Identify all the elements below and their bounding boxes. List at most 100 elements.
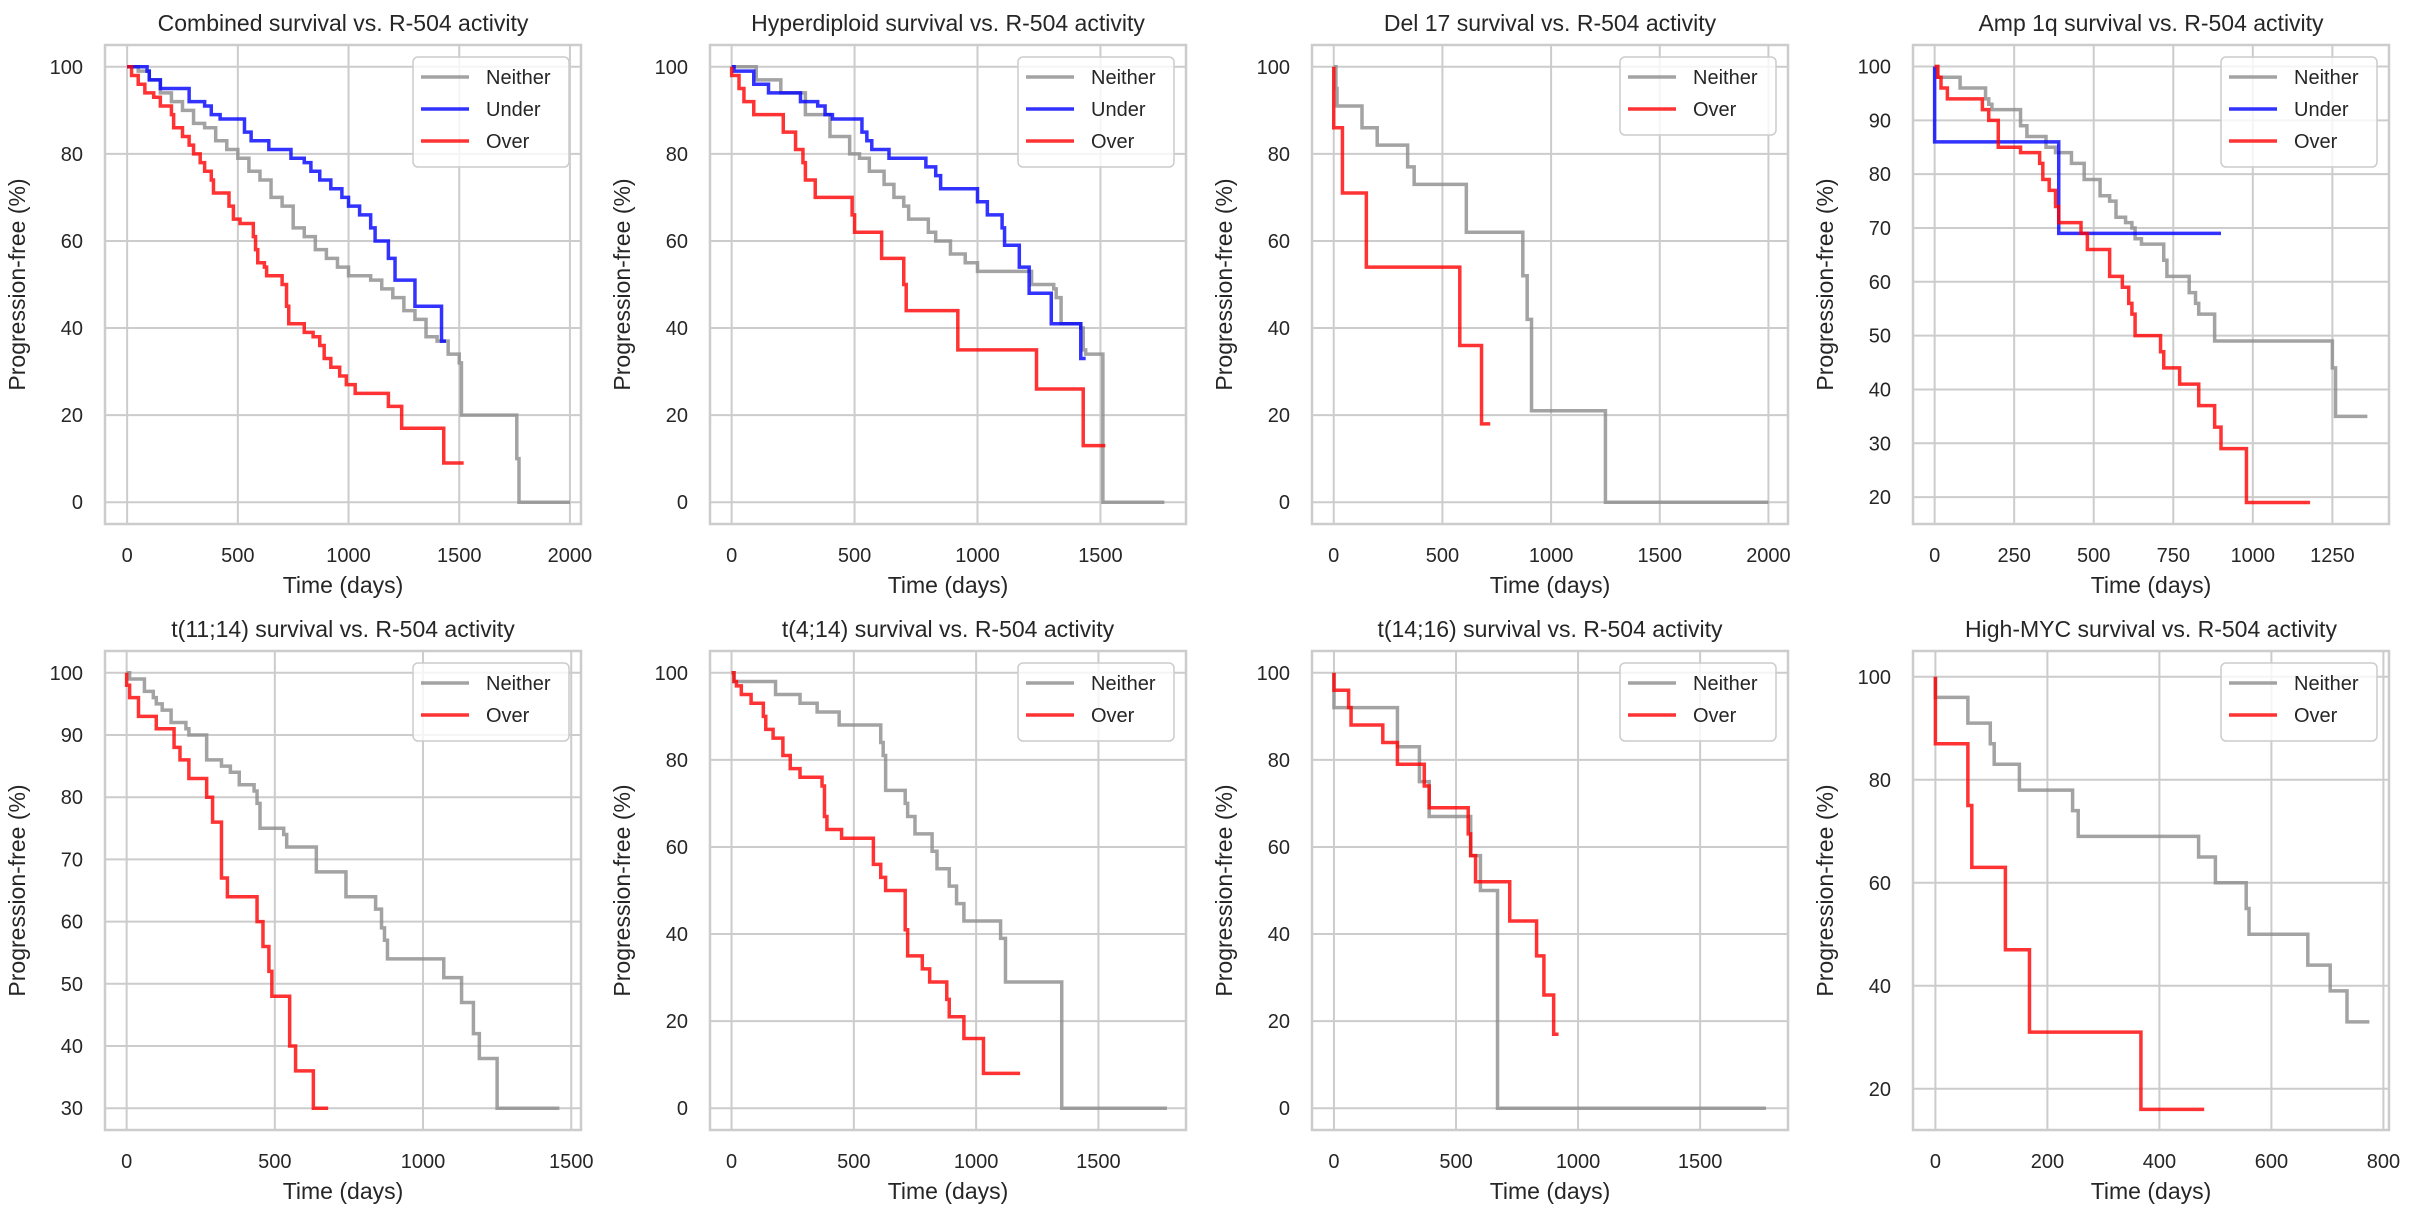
series-line-over bbox=[729, 66, 1106, 448]
y-tick-label: 0 bbox=[1279, 492, 1290, 514]
legend-label: Neither bbox=[2294, 673, 2359, 695]
legend-label: Neither bbox=[2294, 67, 2359, 89]
y-tick-label: 40 bbox=[1268, 318, 1290, 340]
y-tick-label: 20 bbox=[1268, 405, 1290, 427]
y-tick-label: 80 bbox=[666, 144, 688, 166]
x-tick-label: 500 bbox=[838, 545, 871, 567]
y-tick-label: 100 bbox=[1858, 57, 1891, 79]
x-axis-label: Time (days) bbox=[888, 1178, 1009, 1204]
y-tick-label: 0 bbox=[677, 492, 688, 514]
legend: Neither Over bbox=[1619, 662, 1777, 742]
y-tick-label: 60 bbox=[1268, 837, 1290, 859]
x-tick-label: 500 bbox=[837, 1151, 870, 1173]
y-axis-label: Progression-free (%) bbox=[1812, 784, 1838, 996]
y-tick-label: 60 bbox=[61, 912, 83, 934]
series-line-over bbox=[127, 65, 464, 465]
y-tick-label: 100 bbox=[50, 57, 83, 79]
legend-label: Under bbox=[1091, 99, 1146, 121]
y-tick-label: 60 bbox=[61, 231, 83, 253]
x-tick-label: 0 bbox=[726, 545, 737, 567]
y-tick-label: 40 bbox=[1869, 976, 1891, 998]
legend-label: Over bbox=[2294, 705, 2338, 727]
series-line-over bbox=[124, 672, 329, 1110]
subplot-title: t(14;16) survival vs. R-504 activity bbox=[1377, 616, 1723, 642]
x-tick-label: 1500 bbox=[1678, 1151, 1723, 1173]
series-line-neither bbox=[127, 65, 570, 504]
y-tick-label: 80 bbox=[1268, 750, 1290, 772]
x-tick-label: 1000 bbox=[2231, 545, 2276, 567]
y-tick-label: 20 bbox=[666, 1011, 688, 1033]
series-line-under bbox=[127, 65, 446, 343]
legend-label: Under bbox=[486, 99, 541, 121]
y-tick-label: 100 bbox=[1858, 667, 1891, 689]
x-tick-label: 800 bbox=[2367, 1151, 2400, 1173]
y-tick-label: 0 bbox=[72, 492, 83, 514]
x-tick-label: 2000 bbox=[1746, 545, 1791, 567]
x-tick-label: 400 bbox=[2143, 1151, 2176, 1173]
y-tick-label: 0 bbox=[1279, 1098, 1290, 1120]
legend: Neither Under Over bbox=[2220, 56, 2378, 168]
x-tick-label: 0 bbox=[122, 545, 133, 567]
x-tick-label: 500 bbox=[2077, 545, 2110, 567]
y-tick-label: 100 bbox=[1257, 663, 1290, 685]
legend: Neither Over bbox=[1619, 56, 1777, 136]
legend-label: Over bbox=[1693, 99, 1737, 121]
axes-frame bbox=[1310, 43, 1790, 526]
x-tick-label: 600 bbox=[2255, 1151, 2288, 1173]
y-tick-label: 40 bbox=[666, 924, 688, 946]
y-tick-label: 100 bbox=[1257, 57, 1290, 79]
legend: Neither Under Over bbox=[1017, 56, 1175, 168]
x-axis-label: Time (days) bbox=[283, 572, 404, 598]
subplot-title: Combined survival vs. R-504 activity bbox=[158, 10, 529, 36]
y-axis-label: Progression-free (%) bbox=[1211, 784, 1237, 996]
y-tick-label: 100 bbox=[655, 57, 688, 79]
series-line-over bbox=[1332, 672, 1559, 1036]
y-tick-label: 80 bbox=[1869, 770, 1891, 792]
y-tick-label: 40 bbox=[1268, 924, 1290, 946]
subplot-6: 0 500 1000 1500 0 20 40 60 80 100 t(4;14) survival… bbox=[609, 616, 1188, 1204]
legend-label: Over bbox=[1091, 131, 1135, 153]
x-tick-label: 1250 bbox=[2310, 545, 2355, 567]
subplot-title: Amp 1q survival vs. R-504 activity bbox=[1978, 10, 2324, 36]
legend: Neither Over bbox=[2220, 662, 2378, 742]
x-tick-label: 750 bbox=[2157, 545, 2190, 567]
series-line-neither bbox=[731, 671, 1167, 1110]
axes-frame bbox=[103, 43, 583, 526]
legend: Neither Over bbox=[1017, 662, 1175, 742]
x-tick-label: 1500 bbox=[1638, 545, 1683, 567]
legend-label: Neither bbox=[1693, 67, 1758, 89]
legend-label: Neither bbox=[1693, 673, 1758, 695]
subplot-7: 0 500 1000 1500 0 20 40 60 80 100 t(14;16) surviva… bbox=[1211, 616, 1790, 1204]
x-tick-label: 2000 bbox=[548, 545, 593, 567]
series-line-neither bbox=[1933, 676, 2370, 1024]
x-tick-label: 0 bbox=[1328, 545, 1339, 567]
axes-frame bbox=[1310, 649, 1790, 1132]
axes-frame bbox=[708, 43, 1188, 526]
subplot-title: t(4;14) survival vs. R-504 activity bbox=[782, 616, 1115, 642]
y-tick-label: 60 bbox=[1268, 231, 1290, 253]
y-tick-label: 40 bbox=[61, 1036, 83, 1058]
legend-label: Under bbox=[2294, 99, 2349, 121]
x-axis-label: Time (days) bbox=[283, 1178, 404, 1204]
subplot-3: 0 500 1000 1500 2000 0 20 40 60 80 100 Del 17 survi… bbox=[1211, 10, 1791, 598]
y-tick-label: 70 bbox=[1869, 218, 1891, 240]
y-tick-label: 40 bbox=[1869, 379, 1891, 401]
x-tick-label: 1000 bbox=[1529, 545, 1574, 567]
y-tick-label: 70 bbox=[61, 849, 83, 871]
series-line-neither bbox=[126, 671, 560, 1110]
subplot-8: 0 200 400 600 800 20 40 60 80 100 High-MYC surviva… bbox=[1812, 616, 2400, 1204]
legend: Neither Over bbox=[412, 662, 570, 742]
y-tick-label: 40 bbox=[61, 318, 83, 340]
x-tick-label: 1000 bbox=[954, 1151, 999, 1173]
y-axis-label: Progression-free (%) bbox=[609, 178, 635, 390]
x-tick-label: 1000 bbox=[955, 545, 1000, 567]
y-axis-label: Progression-free (%) bbox=[1812, 178, 1838, 390]
y-axis-label: Progression-free (%) bbox=[1211, 178, 1237, 390]
axes-frame bbox=[708, 649, 1188, 1132]
y-axis-label: Progression-free (%) bbox=[4, 178, 30, 390]
x-tick-label: 500 bbox=[1426, 545, 1459, 567]
y-tick-label: 90 bbox=[1869, 110, 1891, 132]
y-tick-label: 80 bbox=[1268, 144, 1290, 166]
x-tick-label: 500 bbox=[1439, 1151, 1472, 1173]
